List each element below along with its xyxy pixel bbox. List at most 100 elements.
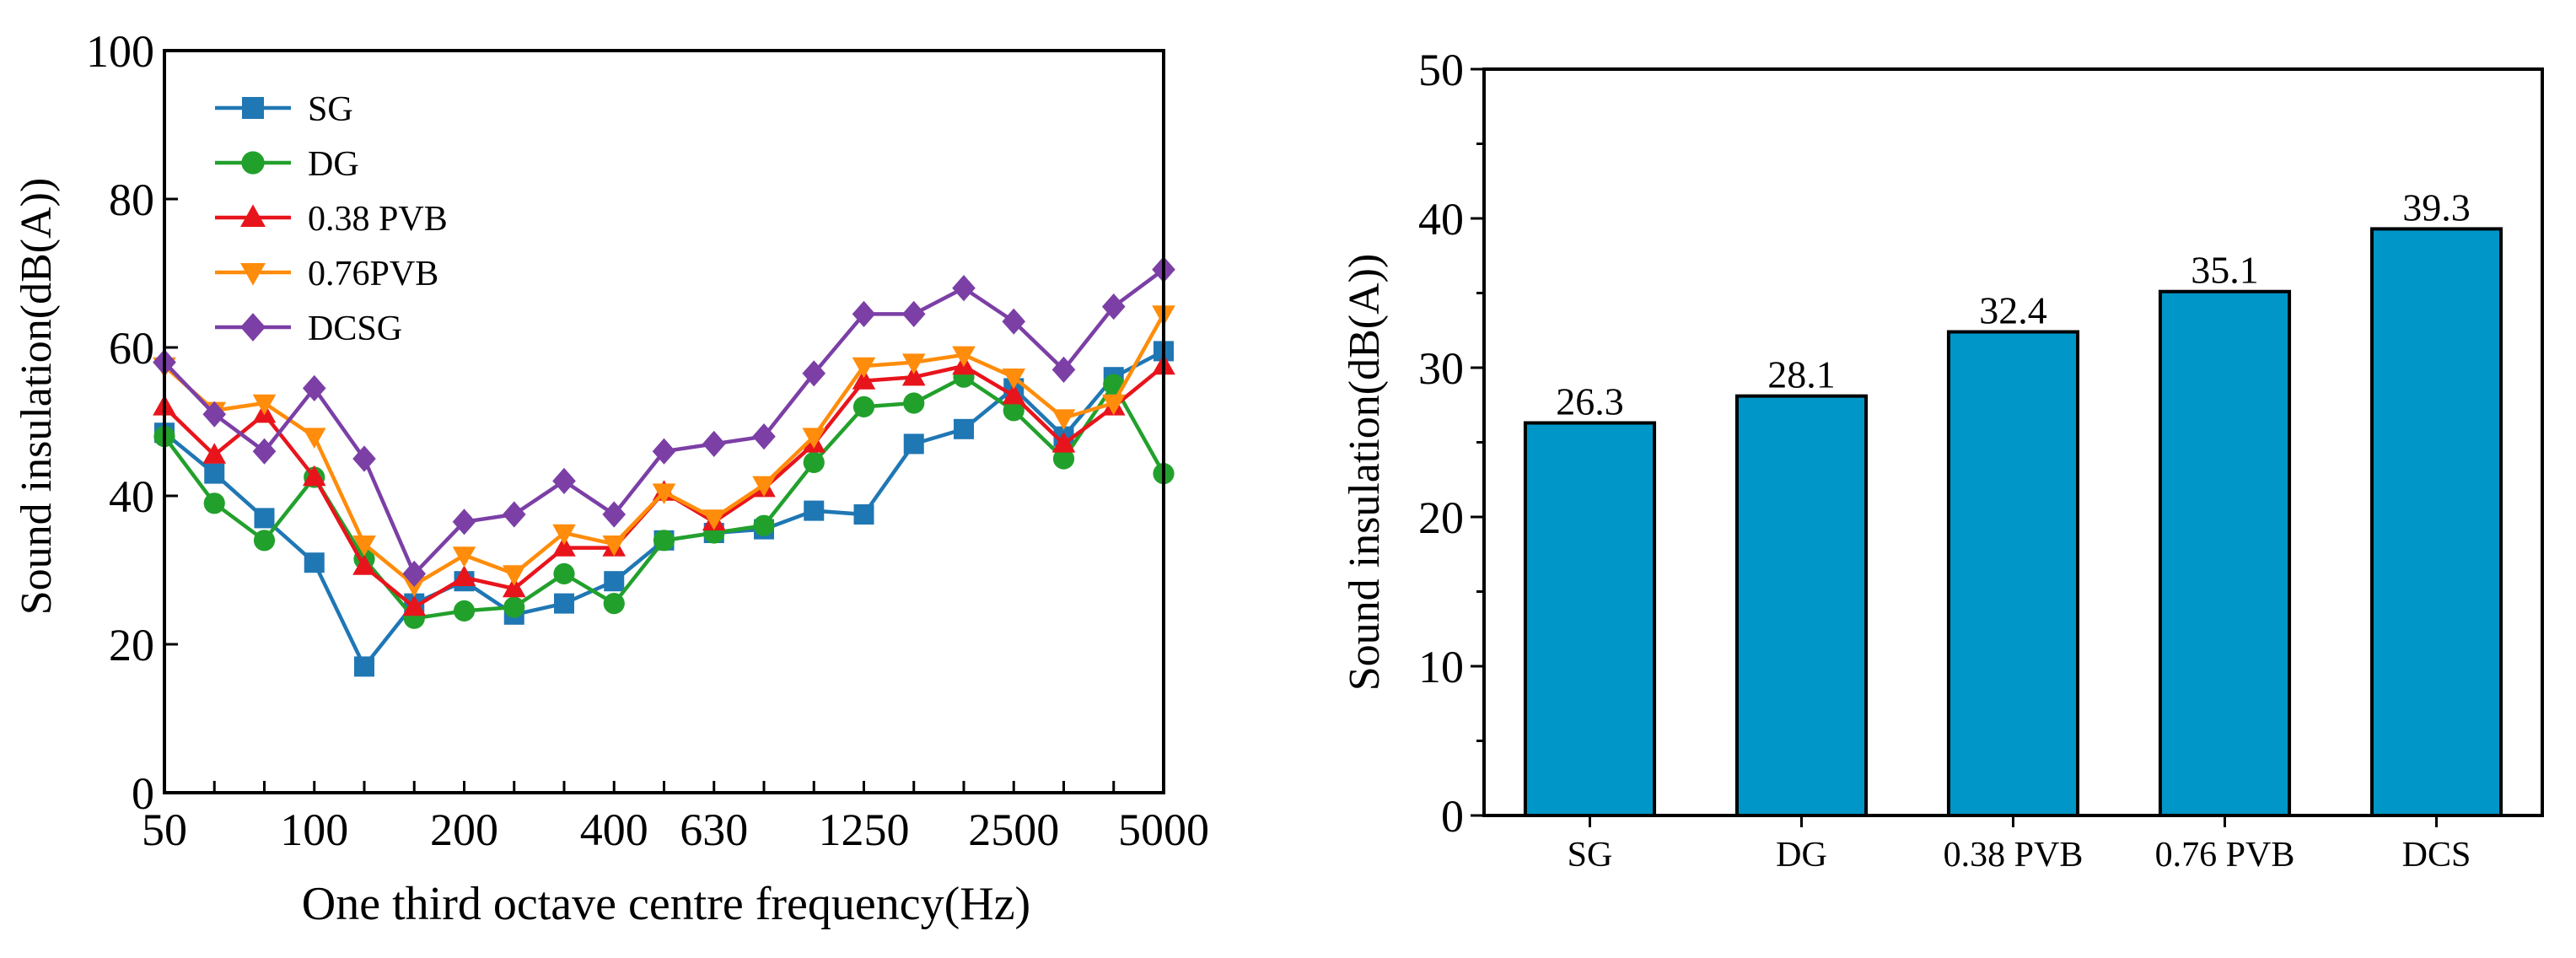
data-point	[602, 501, 627, 528]
line-chart-x-tick-label: 1250	[819, 805, 910, 855]
data-point	[252, 438, 277, 465]
data-point	[952, 346, 976, 368]
data-point	[202, 401, 227, 428]
bar-chart-plot-frame	[1482, 67, 2544, 817]
data-point	[803, 451, 825, 474]
line-chart-series	[153, 256, 1175, 677]
data-point	[903, 433, 924, 455]
line-chart-plot-frame	[163, 49, 1165, 794]
data-point	[252, 394, 277, 416]
bar-chart-x-ticks: SG DG 0.38 PVB 0.76 PVB DCS	[1568, 815, 2471, 875]
data-point	[752, 476, 776, 498]
legend-entry: 0.38 PVB	[215, 200, 448, 239]
bar-chart-y-ticks: 0 10 20 30 40 50	[1418, 45, 1484, 842]
data-point	[852, 396, 875, 417]
bar-dg	[1734, 394, 1869, 817]
legend-marker	[240, 262, 266, 286]
data-point	[802, 428, 826, 449]
line-chart-y-tick-label: 80	[109, 175, 154, 225]
legend-label: DCSG	[308, 309, 402, 348]
data-point	[1002, 383, 1026, 405]
line-chart-y-tick-label: 20	[109, 620, 154, 670]
line-chart-xlabel: One third octave centre frequency(Hz)	[302, 878, 1030, 930]
data-point	[502, 565, 526, 586]
data-point	[1052, 448, 1075, 470]
data-point	[452, 509, 476, 536]
data-point	[652, 483, 676, 504]
data-point	[852, 369, 876, 390]
data-point	[1051, 432, 1076, 453]
data-point	[202, 443, 227, 464]
bar-chart-x-tick-label: 0.38 PVB	[1944, 836, 2084, 875]
data-point	[553, 562, 575, 585]
data-point	[502, 501, 526, 528]
bar-chart: Sound insulation(dB(A)) 0 10 20 30 40 50 26.3…	[1341, 45, 2544, 875]
data-point	[753, 514, 775, 536]
bar-chart-x-tick-label: SG	[1568, 836, 1613, 875]
line-chart-y-tick-label: 0	[132, 768, 154, 819]
legend-marker	[242, 97, 264, 119]
line-chart-y-tick-label: 60	[109, 323, 154, 374]
legend-label: 0.38 PVB	[308, 200, 448, 239]
bar-dcs	[2369, 227, 2503, 817]
data-point	[653, 530, 675, 552]
bar-value-label: 32.4	[1979, 289, 2047, 332]
data-point	[903, 392, 925, 414]
bar-chart-ylabel: Sound insulation(dB(A))	[1341, 254, 1389, 692]
data-point	[804, 500, 825, 521]
data-point	[503, 596, 525, 618]
data-point	[502, 576, 526, 598]
line-chart-x-tick-label: 200	[430, 805, 498, 855]
data-point	[554, 593, 574, 614]
bar-chart-x-tick-label: 0.76 PVB	[2155, 836, 2295, 875]
line-chart-x-tick-label: 50	[142, 805, 187, 855]
data-point	[304, 552, 325, 573]
line-series-dcsg	[153, 256, 1175, 587]
legend-marker	[241, 151, 265, 175]
bar-0-38-pvb	[1946, 330, 2080, 817]
legend-marker	[240, 204, 266, 228]
data-point	[452, 546, 476, 568]
bar-value-label: 35.1	[2191, 249, 2259, 292]
line-chart-y-tick-label: 100	[86, 26, 154, 77]
data-point	[603, 593, 625, 615]
data-point	[352, 536, 376, 557]
line-chart-x-tick-label: 100	[280, 805, 348, 855]
data-point	[602, 536, 627, 557]
bar-chart-y-tick-label: 50	[1418, 45, 1464, 95]
data-point	[1101, 293, 1126, 320]
line-chart-x-tick-label: 630	[680, 805, 748, 855]
data-point	[802, 360, 826, 387]
legend-entry: SG	[215, 90, 353, 129]
legend-entry: 0.76PVB	[215, 255, 438, 293]
data-point	[1002, 308, 1026, 335]
data-point	[552, 536, 576, 557]
bar-chart-y-tick-label: 40	[1418, 194, 1464, 245]
data-point	[702, 430, 726, 457]
legend-label: DG	[308, 145, 359, 184]
legend-entry: DCSG	[215, 309, 402, 348]
line-chart-x-ticks: 50 100 200 400 630 1250 2500 5000	[142, 781, 1209, 855]
data-point	[954, 418, 974, 439]
data-point	[952, 275, 976, 302]
bar-value-label: 39.3	[2402, 186, 2471, 229]
data-point	[203, 492, 225, 514]
bar-chart-x-tick-label: DCS	[2402, 836, 2471, 875]
line-chart-x-tick-label: 400	[580, 805, 648, 855]
data-point	[354, 656, 374, 677]
bar-value-label: 28.1	[1767, 353, 1836, 396]
data-point	[402, 560, 427, 587]
data-point	[352, 445, 376, 472]
data-point	[402, 595, 427, 616]
data-point	[901, 300, 926, 327]
data-point	[302, 374, 326, 401]
line-chart-ylabel: Sound insulation(dB(A))	[13, 178, 61, 616]
bar-chart-y-tick-label: 10	[1418, 642, 1464, 692]
legend-marker	[240, 313, 266, 342]
data-point	[852, 300, 876, 327]
data-point	[852, 357, 876, 379]
data-point	[1002, 369, 1026, 390]
data-point	[254, 508, 275, 529]
bar-sg	[1523, 421, 1657, 817]
